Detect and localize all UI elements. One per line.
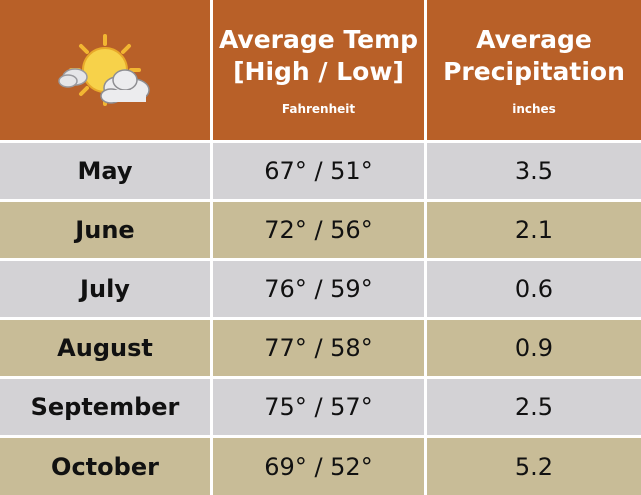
temp-cell: 67° / 51°: [213, 143, 424, 199]
precip-cell: 0.9: [427, 320, 641, 376]
precip-cell: 3.5: [427, 143, 641, 199]
header-icon-cell: [0, 0, 210, 140]
precip-cell: 0.6: [427, 261, 641, 317]
month-cell: July: [0, 261, 210, 317]
temp-header: Average Temp [High / Low] Fahrenheit: [213, 0, 424, 140]
precip-cell: 2.1: [427, 202, 641, 258]
month-cell: September: [0, 379, 210, 435]
month-cell: August: [0, 320, 210, 376]
precip-header-title: Average Precipitation: [443, 25, 625, 86]
temp-unit-label: Fahrenheit: [281, 102, 356, 116]
month-cell: October: [0, 438, 210, 495]
precip-unit-label: inches: [512, 102, 556, 116]
temp-cell: 76° / 59°: [213, 261, 424, 317]
month-cell: May: [0, 143, 210, 199]
precip-cell: 2.5: [427, 379, 641, 435]
temp-cell: 69° / 52°: [213, 438, 424, 495]
partly-sunny-icon: [58, 34, 150, 106]
temp-cell: 77° / 58°: [213, 320, 424, 376]
temp-cell: 72° / 56°: [213, 202, 424, 258]
precip-cell: 5.2: [427, 438, 641, 495]
precip-header: Average Precipitation inches: [427, 0, 641, 140]
month-cell: June: [0, 202, 210, 258]
temp-header-title: Average Temp [High / Low]: [218, 25, 419, 86]
temp-cell: 75° / 57°: [213, 379, 424, 435]
